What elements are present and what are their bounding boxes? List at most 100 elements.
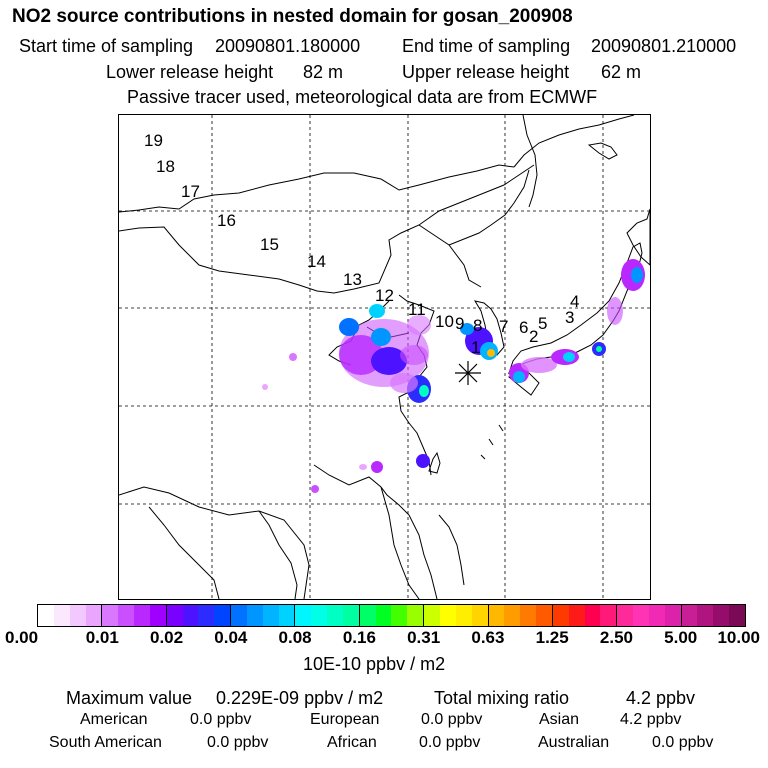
trajectory-label: 3 — [565, 308, 575, 327]
colorbar-swatch — [214, 605, 231, 626]
colorbar-swatch — [342, 605, 359, 626]
asterisk-receptor-icon — [455, 361, 481, 385]
colorbar-swatch — [713, 605, 730, 626]
colorbar-tick-label: 0.02 — [149, 628, 184, 647]
region-name: South American — [49, 734, 162, 751]
region-value: 0.0 ppbv — [207, 734, 269, 751]
total-mixing-ratio-value: 4.2 ppbv — [626, 688, 696, 708]
meteorology-note: Passive tracer used, meteorological data… — [127, 87, 598, 107]
map-panel: 1 2 3 4 5 6 7 8 9 10 11 12 13 14 15 16 1… — [118, 114, 651, 600]
end-time-value: 20090801.210000 — [591, 36, 737, 56]
trajectory-label: 14 — [307, 252, 326, 271]
region-name: Asian — [539, 711, 580, 728]
region-name: American — [80, 711, 148, 728]
max-value-label: Maximum value — [66, 688, 193, 708]
colorbar-swatch — [359, 605, 376, 626]
colorbar-swatch — [697, 605, 714, 626]
emission-plumes — [262, 259, 645, 493]
trajectory-label: 1 — [471, 338, 481, 357]
trajectory-label: 15 — [260, 235, 279, 254]
colorbar-swatch — [134, 605, 150, 626]
colorbar-tick-label: 1.25 — [535, 628, 569, 647]
colorbar-swatch — [407, 605, 424, 626]
colorbar-swatch — [648, 605, 665, 626]
trajectory-label: 7 — [499, 317, 509, 336]
region-value: 0.0 ppbv — [421, 711, 483, 728]
colorbar-swatch — [231, 605, 247, 626]
colorbar-tick-label: 0.16 — [342, 628, 376, 647]
region-value: 0.0 ppbv — [419, 734, 481, 751]
colorbar-swatch — [520, 605, 537, 626]
colorbar-swatch — [424, 605, 440, 626]
colorbar-swatch — [102, 605, 119, 626]
colorbar-swatch — [455, 605, 472, 626]
colorbar-swatch — [311, 605, 328, 626]
colorbar-segment — [230, 605, 295, 626]
trajectory-label: 16 — [217, 211, 236, 230]
colorbar-swatch — [568, 605, 585, 626]
colorbar-swatch — [38, 605, 54, 626]
colorbar-swatch — [53, 605, 70, 626]
colorbar-segment — [616, 605, 681, 626]
colorbar-tick-label: 0.31 — [407, 628, 441, 647]
colorbar-swatch — [182, 605, 199, 626]
start-time-label: Start time of sampling — [19, 36, 194, 56]
colorbar-swatch — [664, 605, 681, 626]
colorbar-swatch — [617, 605, 634, 626]
colorbar-tick-label: 10.00 — [717, 628, 760, 647]
lat-lon-grid — [119, 115, 650, 599]
trajectory-label: 9 — [455, 314, 465, 333]
upper-height-value: 62 m — [601, 62, 642, 82]
colorbar-swatch — [488, 605, 505, 626]
colorbar-swatch — [633, 605, 649, 626]
colorbar-swatch — [278, 605, 295, 626]
colorbar-segment — [487, 605, 552, 626]
region-name: African — [327, 734, 377, 751]
trajectory-label: 10 — [435, 312, 454, 331]
colorbar-tick-label: 0.63 — [471, 628, 505, 647]
colorbar-swatch — [149, 605, 166, 626]
colorbar-swatch — [85, 605, 102, 626]
colorbar-segment — [294, 605, 359, 626]
trajectory-label: 18 — [156, 157, 175, 176]
colorbar-tick-label: 0.04 — [214, 628, 248, 647]
page-title: NO2 source contributions in nested domai… — [12, 6, 573, 27]
colorbar-segment — [38, 605, 102, 626]
upper-height-label: Upper release height — [402, 62, 570, 82]
colorbar-unit: 10E-10 ppbv / m2 — [303, 654, 446, 674]
colorbar-swatch — [69, 605, 86, 626]
colorbar-legend — [37, 604, 746, 627]
colorbar-tick-label: 0.00 — [5, 628, 39, 647]
colorbar-swatch — [471, 605, 488, 626]
colorbar-tick-label: 0.08 — [278, 628, 312, 647]
colorbar-swatch — [440, 605, 456, 626]
colorbar-swatch — [118, 605, 135, 626]
colorbar-tick-label: 0.01 — [85, 628, 119, 647]
colorbar-swatch — [166, 605, 183, 626]
colorbar-segment — [680, 605, 745, 626]
map-canvas — [119, 115, 650, 599]
colorbar-swatch — [391, 605, 408, 626]
colorbar-swatch — [198, 605, 215, 626]
trajectory-label: 11 — [408, 300, 426, 319]
trajectory-label: 6 — [519, 318, 529, 337]
colorbar-segment — [358, 605, 424, 626]
colorbar-swatch — [552, 605, 569, 626]
start-time-value: 20090801.180000 — [215, 36, 361, 56]
colorbar-swatch — [246, 605, 263, 626]
colorbar-swatch — [262, 605, 279, 626]
lower-height-label: Lower release height — [106, 62, 274, 82]
colorbar-swatch — [327, 605, 343, 626]
colorbar-swatch — [295, 605, 312, 626]
colorbar-segment — [423, 605, 488, 626]
end-time-label: End time of sampling — [402, 36, 571, 56]
colorbar-swatch — [504, 605, 521, 626]
lower-height-value: 82 m — [303, 62, 344, 82]
max-value: 0.229E-09 ppbv / m2 — [216, 688, 384, 708]
region-value: 0.0 ppbv — [190, 711, 252, 728]
colorbar-tick-label: 5.00 — [664, 628, 698, 647]
trajectory-label: 5 — [538, 314, 548, 333]
trajectory-label: 13 — [343, 270, 362, 289]
region-value: 0.0 ppbv — [652, 734, 714, 751]
trajectory-label: 4 — [570, 292, 580, 311]
